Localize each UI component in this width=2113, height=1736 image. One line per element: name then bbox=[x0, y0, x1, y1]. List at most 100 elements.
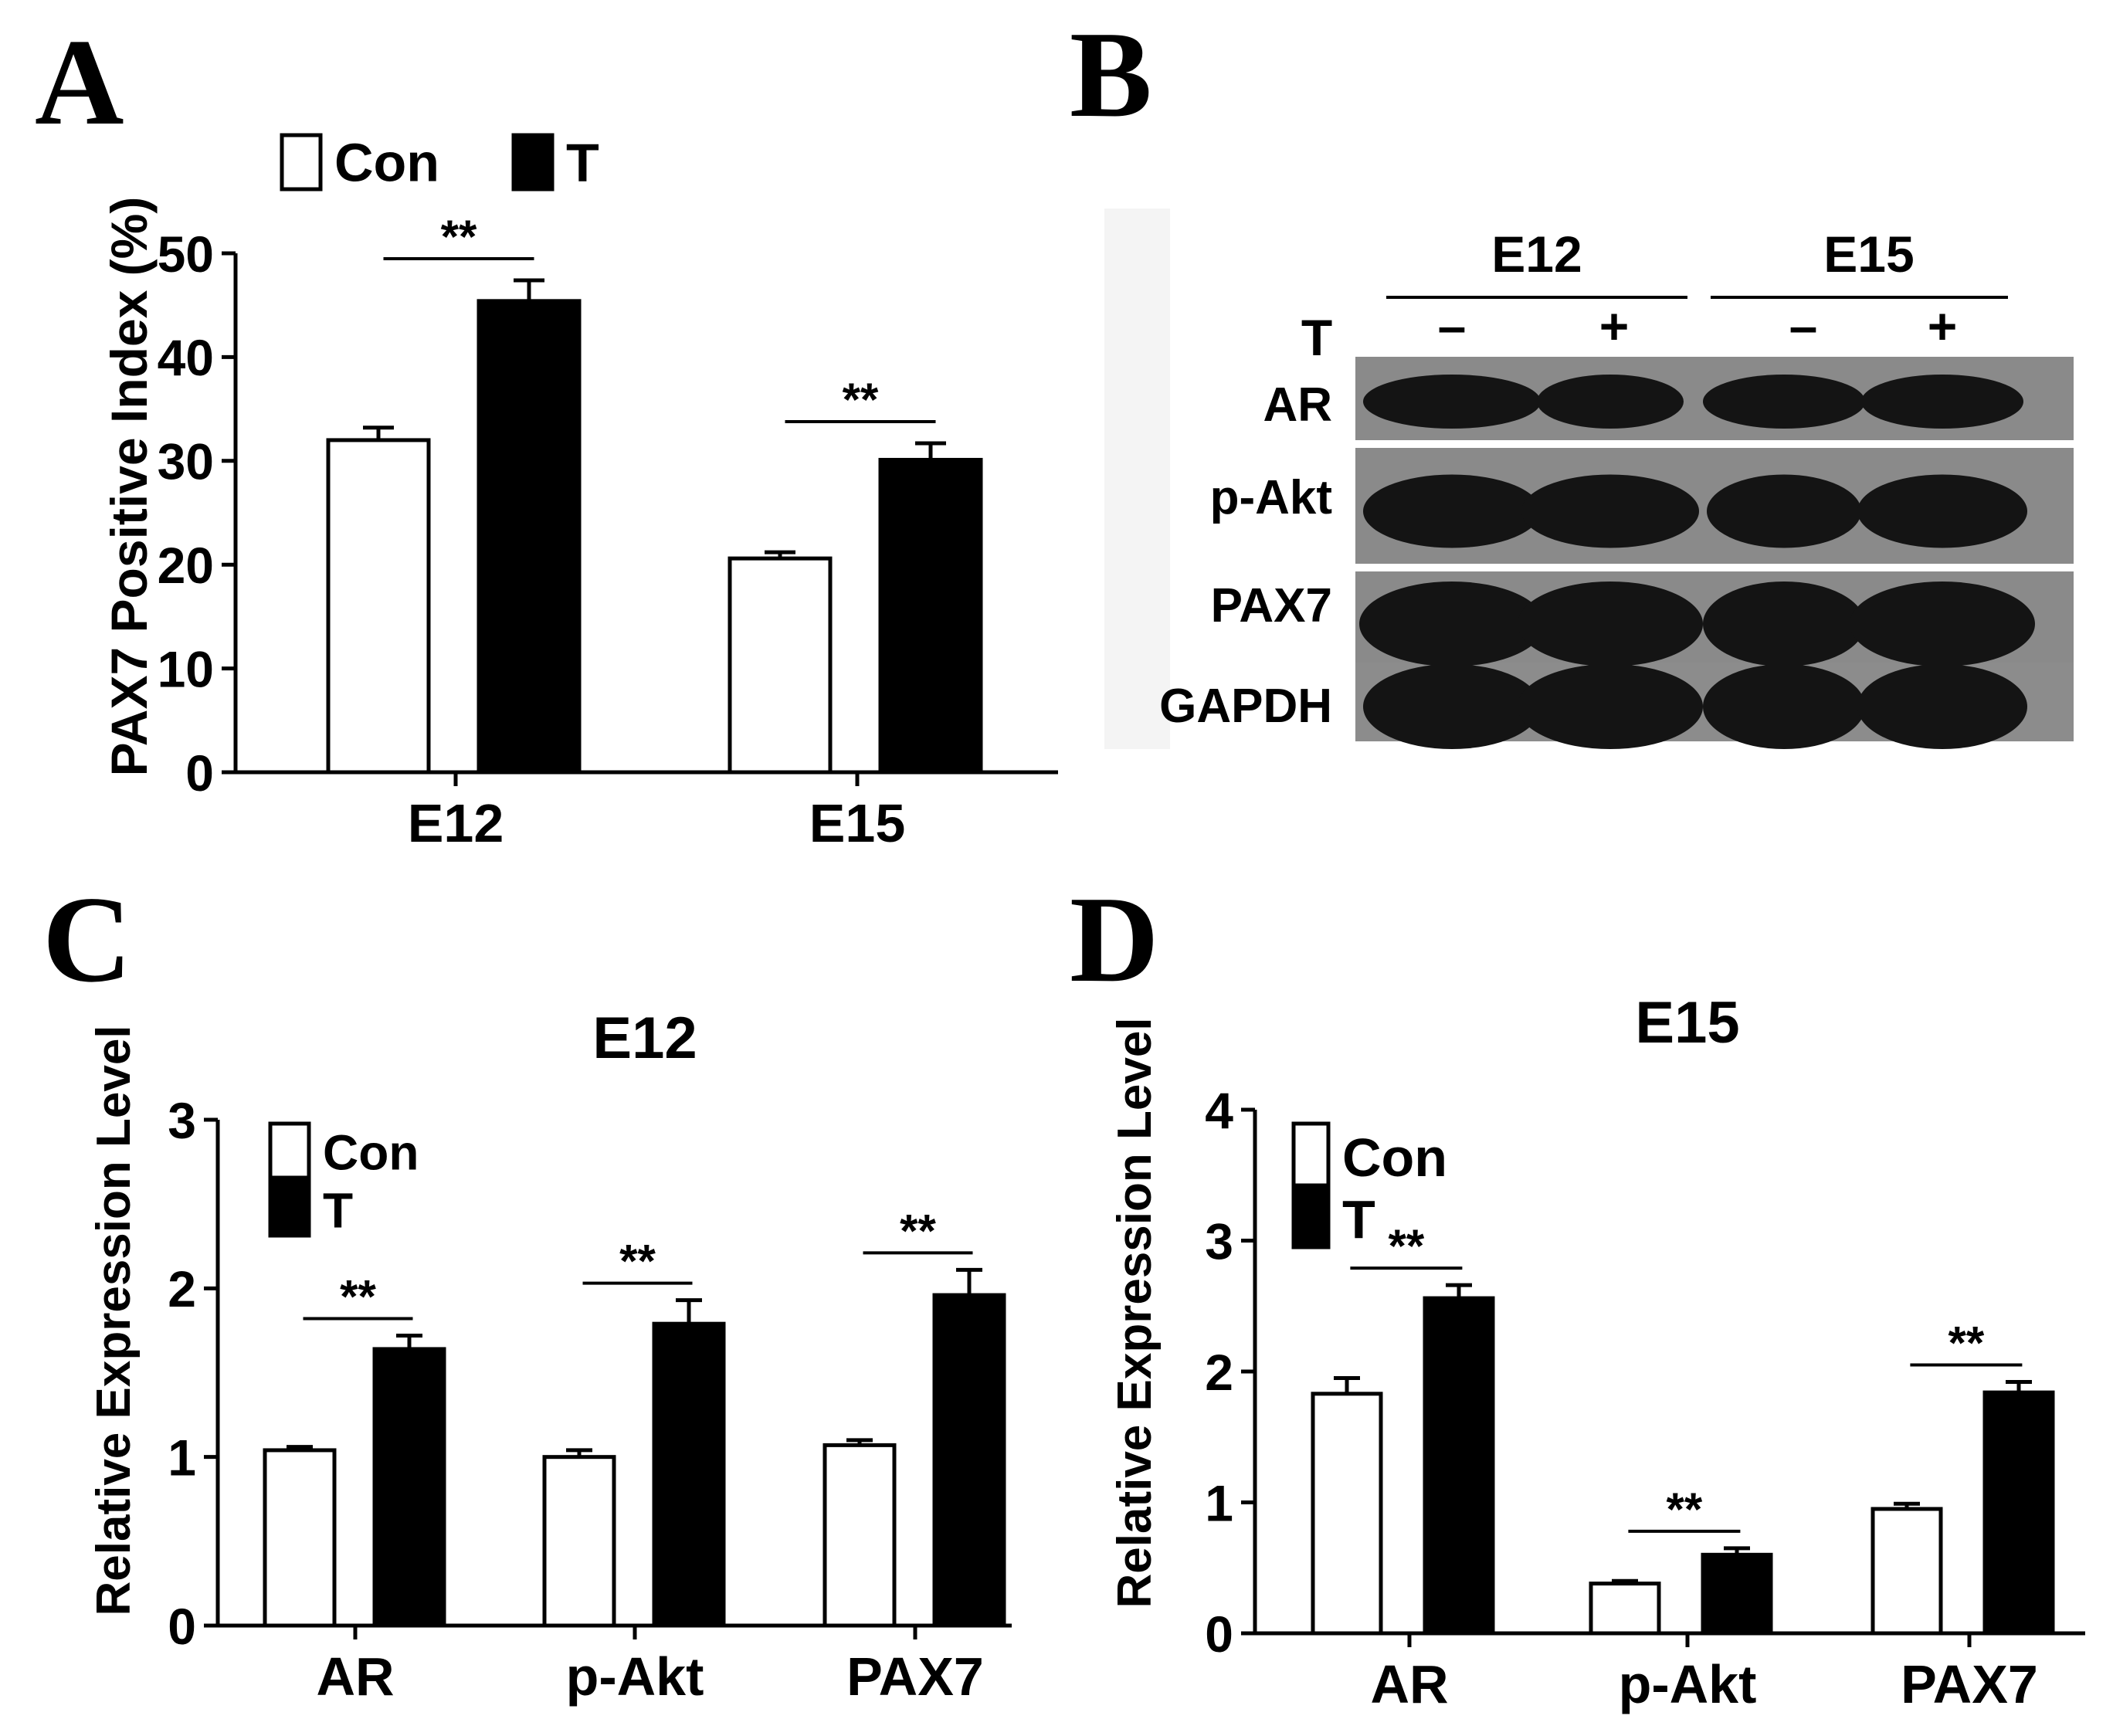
blot-band-r2-l3 bbox=[1850, 581, 2035, 666]
panel-letter-a: A bbox=[35, 13, 124, 151]
x-category-label: AR bbox=[1370, 1654, 1448, 1714]
blot-band-r2-l2 bbox=[1703, 581, 1865, 666]
blot-band-r3-l2 bbox=[1703, 664, 1865, 749]
bar-t-e15 bbox=[878, 457, 983, 775]
blot-band-r2-l1 bbox=[1518, 581, 1703, 666]
y-tick-label: 10 bbox=[158, 640, 214, 697]
y-axis-label: Relative Expression Level bbox=[1108, 1017, 1162, 1608]
x-category-label: p-Akt bbox=[1619, 1654, 1757, 1714]
significance-label: ** bbox=[1389, 1220, 1425, 1272]
significance-label: ** bbox=[843, 374, 879, 426]
y-tick-label: 2 bbox=[168, 1260, 196, 1317]
x-category-label: p-Akt bbox=[566, 1646, 704, 1707]
y-tick-label: 30 bbox=[158, 433, 214, 490]
legend-swatch-con bbox=[268, 1121, 311, 1180]
bar-con-p-akt bbox=[1589, 1582, 1661, 1636]
y-tick-label: 20 bbox=[158, 537, 214, 594]
blot-band-r0-l0 bbox=[1363, 375, 1541, 429]
bar-con-pax7 bbox=[822, 1443, 897, 1628]
blot-band-r3-l3 bbox=[1857, 664, 2027, 749]
significance-label: ** bbox=[340, 1270, 376, 1322]
blot-row-label-pax7: PAX7 bbox=[1211, 579, 1332, 632]
blot-band-r0-l1 bbox=[1537, 375, 1684, 429]
legend-label-con: Con bbox=[323, 1125, 419, 1181]
bar-con-p-akt bbox=[542, 1455, 616, 1628]
y-tick-label: 0 bbox=[1205, 1605, 1233, 1663]
x-category-label: PAX7 bbox=[1901, 1654, 2038, 1714]
y-tick-label: 2 bbox=[1205, 1344, 1233, 1401]
blot-treatment-sign-1: – bbox=[1438, 297, 1467, 354]
y-tick-label: 1 bbox=[168, 1429, 196, 1486]
bar-con-ar bbox=[1311, 1392, 1383, 1636]
x-category-label: E12 bbox=[408, 793, 504, 853]
panel-letter-b: B bbox=[1070, 5, 1152, 143]
blot-band-r2-l0 bbox=[1359, 581, 1545, 666]
blot-band-r0-l3 bbox=[1861, 375, 2023, 429]
significance-label: ** bbox=[900, 1205, 936, 1256]
bar-t-p-akt bbox=[1701, 1552, 1773, 1636]
legend-label-con: Con bbox=[334, 133, 439, 193]
bar-t-pax7 bbox=[932, 1293, 1006, 1628]
blot-background-pane bbox=[1104, 209, 1170, 749]
chart-c-e12-expression: 0 1 2 3 Relative Expression Level E12 AR ** p-Ak… bbox=[87, 1005, 1012, 1707]
legend-swatch-t bbox=[1291, 1183, 1331, 1249]
chart-title: E15 bbox=[1635, 990, 1739, 1056]
legend-label-con: Con bbox=[1342, 1127, 1447, 1188]
bar-t-p-akt bbox=[652, 1321, 726, 1628]
blot-treatment-sign-3: – bbox=[1789, 297, 1818, 354]
legend-swatch-con bbox=[280, 133, 323, 192]
bar-t-e12 bbox=[477, 299, 582, 775]
panel-letter-c: C bbox=[42, 870, 132, 1008]
y-tick-label: 3 bbox=[1205, 1212, 1233, 1270]
y-axis-label: PAX7 Positive Index (%) bbox=[100, 197, 158, 777]
blot-bands bbox=[1355, 357, 2074, 749]
significance-label: ** bbox=[619, 1236, 656, 1287]
x-category-label: AR bbox=[316, 1646, 394, 1707]
y-tick-label: 0 bbox=[168, 1598, 196, 1655]
blot-treatment-sign-4: + bbox=[1928, 297, 1958, 354]
blot-band-r3-l0 bbox=[1363, 664, 1541, 749]
panel-letter-d: D bbox=[1070, 870, 1159, 1008]
blot-row-label-ar: AR bbox=[1263, 378, 1332, 432]
bar-t-ar bbox=[1423, 1296, 1495, 1636]
blot-group-label-e15: E15 bbox=[1823, 225, 1914, 283]
blot-band-r0-l2 bbox=[1703, 375, 1865, 429]
y-tick-label: 40 bbox=[158, 329, 214, 386]
y-tick-label: 50 bbox=[158, 225, 214, 283]
western-blot-panel: E12 E15 T – + – + AR p-Akt PAX7 GAPDH bbox=[1104, 209, 2074, 749]
bar-t-pax7 bbox=[1982, 1390, 2055, 1636]
legend-label-t: T bbox=[566, 133, 599, 193]
blot-band-r1-l3 bbox=[1857, 474, 2027, 548]
x-category-label: PAX7 bbox=[846, 1646, 984, 1707]
y-axis-label: Relative Expression Level bbox=[87, 1025, 141, 1616]
legend-label-t: T bbox=[1342, 1189, 1375, 1249]
blot-treatment-label: T bbox=[1301, 309, 1332, 366]
x-category-label: E15 bbox=[809, 793, 906, 853]
bar-con-e12 bbox=[326, 438, 431, 775]
y-tick-label: 0 bbox=[185, 744, 214, 802]
blot-group-label-e12: E12 bbox=[1491, 225, 1582, 283]
bar-con-e15 bbox=[728, 556, 833, 775]
legend-swatch-t bbox=[511, 133, 555, 192]
bar-t-ar bbox=[372, 1347, 446, 1628]
blot-band-r1-l2 bbox=[1707, 474, 1861, 548]
bar-con-pax7 bbox=[1870, 1507, 1943, 1636]
blot-band-r1-l1 bbox=[1521, 474, 1699, 548]
chart-title: E12 bbox=[592, 1005, 697, 1071]
significance-label: ** bbox=[441, 211, 477, 263]
y-tick-label: 4 bbox=[1205, 1082, 1233, 1139]
legend-label-t: T bbox=[323, 1183, 353, 1239]
y-tick-label: 3 bbox=[168, 1092, 196, 1149]
significance-label: ** bbox=[1949, 1317, 1985, 1369]
y-tick-label: 1 bbox=[1205, 1474, 1233, 1531]
blot-band-r1-l0 bbox=[1363, 474, 1541, 548]
chart-d-e15-expression: 0 1 2 3 4 Relative Expression Level E15 AR ** p-A… bbox=[1108, 990, 2085, 1714]
significance-label: ** bbox=[1667, 1483, 1703, 1535]
bar-con-ar bbox=[263, 1448, 337, 1628]
blot-row-label-gapdh: GAPDH bbox=[1159, 680, 1332, 733]
blot-row-label-p-akt: p-Akt bbox=[1210, 471, 1332, 524]
blot-band-r3-l1 bbox=[1518, 664, 1703, 749]
legend-swatch-t bbox=[268, 1179, 311, 1238]
